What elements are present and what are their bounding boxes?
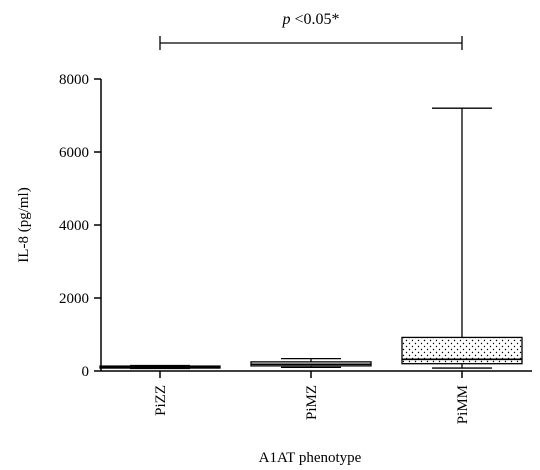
x-tick-label-pizz: PiZZ <box>153 385 169 416</box>
x-axis-title: A1AT phenotype <box>259 450 362 466</box>
box-pimm <box>401 107 523 369</box>
y-tick-label: 8000 <box>59 72 89 88</box>
x-tick-label-pimm: PiMM <box>455 385 471 424</box>
y-tick-label: 2000 <box>59 291 89 307</box>
y-axis-ticks: 0 2000 4000 6000 8000 <box>59 72 101 380</box>
y-tick-label: 4000 <box>59 218 89 234</box>
significance-bracket: p <0.05* <box>159 11 463 50</box>
y-axis-title: IL-8 (pg/ml) <box>16 187 32 262</box>
y-tick-label: 6000 <box>59 145 89 161</box>
y-tick-label: 0 <box>82 364 90 380</box>
box-pizz <box>99 364 221 370</box>
significance-value: <0.05* <box>290 11 339 28</box>
box-series <box>99 107 523 370</box>
x-axis-ticks: PiZZ PiMZ PiMM <box>153 371 471 424</box>
box-pimz <box>250 357 372 369</box>
x-tick-label-pimz: PiMZ <box>304 385 320 420</box>
significance-label: p <0.05* <box>281 11 339 28</box>
significance-p: p <box>281 11 290 28</box>
